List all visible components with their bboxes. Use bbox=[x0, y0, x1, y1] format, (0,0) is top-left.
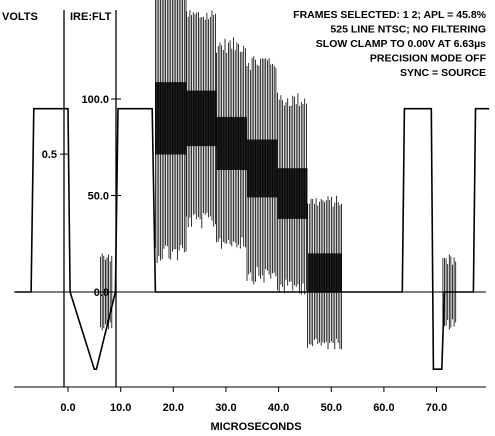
info-line: 525 LINE NTSC; NO FILTERING bbox=[330, 24, 486, 36]
tick-labels: 0.0 10.0 20.0 30.0 40.0 50.0 60.0 70.0 0.0 50.0 10… bbox=[42, 94, 448, 414]
info-panel: FRAMES SELECTED: 1 2; APL = 45.8% 525 LIN… bbox=[293, 9, 487, 79]
plot-area bbox=[15, 0, 490, 371]
luma-step bbox=[277, 168, 308, 219]
axes bbox=[14, 10, 486, 388]
x-axis-label: MICROSECONDS bbox=[210, 421, 301, 433]
luma-step bbox=[186, 90, 217, 147]
luma-step bbox=[216, 116, 247, 170]
volts-axis-label: VOLTS bbox=[2, 11, 38, 23]
volt-tick-label: 0.5 bbox=[42, 149, 57, 161]
info-line: FRAMES SELECTED: 1 2; APL = 45.8% bbox=[293, 9, 487, 21]
waveform-trace bbox=[15, 107, 490, 371]
info-line: PRECISION MODE OFF bbox=[370, 53, 487, 65]
x-tick-label: 70.0 bbox=[426, 402, 447, 414]
x-tick-label: 30.0 bbox=[215, 402, 236, 414]
luma-step bbox=[155, 82, 187, 155]
ire-axis-label: IRE:FLT bbox=[70, 11, 112, 23]
info-line: SLOW CLAMP TO 0.00V AT 6.63µs bbox=[316, 38, 486, 50]
x-tick-label: 60.0 bbox=[373, 402, 394, 414]
x-tick-label: 40.0 bbox=[268, 402, 289, 414]
x-tick-label: 50.0 bbox=[321, 402, 342, 414]
info-line: SYNC = SOURCE bbox=[400, 67, 486, 79]
x-tick-label: 10.0 bbox=[110, 402, 131, 414]
ire-tick-label: 50.0 bbox=[88, 191, 109, 203]
ire-tick-label: 100.0 bbox=[81, 94, 109, 106]
x-tick-label: 20.0 bbox=[163, 402, 184, 414]
x-tick-label: 0.0 bbox=[60, 402, 75, 414]
luma-step bbox=[247, 139, 278, 198]
ire-tick-label: 0.0 bbox=[94, 287, 109, 299]
luma-step bbox=[307, 253, 342, 292]
